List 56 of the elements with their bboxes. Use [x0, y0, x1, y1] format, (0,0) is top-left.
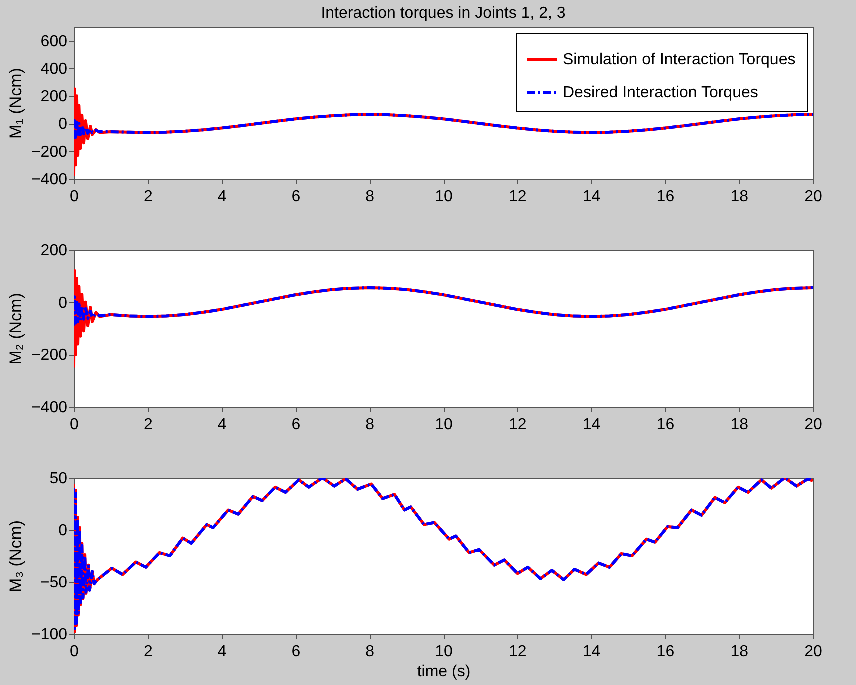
- y-tick-label: −200: [31, 144, 68, 161]
- x-tick-label: 18: [730, 188, 749, 206]
- x-tick-label: 2: [144, 416, 153, 434]
- x-tick-label: 14: [582, 188, 601, 206]
- y-tick-label: 400: [40, 60, 68, 78]
- x-tick-label: 10: [435, 416, 453, 434]
- x-tick-label: 8: [366, 644, 375, 660]
- chart-title: Interaction torques in Joints 1, 2, 3: [321, 5, 566, 22]
- y-tick-label: −50: [40, 574, 68, 592]
- x-tick-label: 10: [435, 188, 453, 206]
- y-tick-label: 200: [40, 88, 68, 106]
- x-tick-label: 12: [509, 644, 527, 660]
- legend-label: Desired Interaction Torques: [563, 84, 758, 102]
- x-tick-label: 6: [292, 416, 301, 434]
- x-tick-label: 0: [70, 416, 80, 434]
- line-series: [74, 286, 813, 328]
- x-tick-label: 14: [582, 416, 601, 434]
- y-tick-label: −100: [31, 626, 68, 644]
- y-tick-label: 0: [58, 294, 68, 312]
- y-tick-label: 0: [58, 522, 68, 540]
- x-tick-label: 6: [292, 644, 301, 660]
- y-tick-label: 0: [58, 116, 68, 134]
- y-axis-title: M₂ (Ncm): [6, 293, 26, 365]
- x-tick-label: 16: [656, 416, 675, 434]
- x-tick-label: 8: [366, 416, 375, 434]
- x-tick-label: 20: [804, 644, 822, 660]
- y-tick-label: −400: [31, 400, 68, 416]
- x-tick-label: 20: [804, 188, 822, 206]
- x-tick-label: 18: [730, 644, 749, 660]
- x-tick-label: 10: [435, 644, 453, 660]
- x-tick-label: 0: [70, 644, 80, 660]
- y-axis-title: M₁ (Ncm): [6, 68, 26, 139]
- y-tick-label: −400: [31, 172, 68, 188]
- x-tick-label: 18: [730, 416, 749, 434]
- x-tick-label: 8: [366, 188, 375, 206]
- legend-label: Simulation of Interaction Torques: [563, 52, 796, 68]
- x-tick-label: 12: [509, 416, 527, 434]
- x-tick-label: 6: [292, 188, 301, 206]
- x-tick-label: 2: [144, 644, 153, 660]
- y-tick-label: 50: [50, 470, 68, 488]
- x-tick-label: 4: [218, 188, 227, 206]
- y-tick-label: 600: [40, 33, 68, 50]
- x-tick-label: 0: [70, 188, 80, 206]
- y-tick-label: 200: [40, 242, 68, 260]
- x-tick-label: 16: [656, 188, 675, 206]
- y-axis-title: M₃ (Ncm): [6, 520, 26, 593]
- x-tick-label: 16: [656, 644, 675, 660]
- x-tick-label: 4: [218, 644, 227, 660]
- x-tick-label: 2: [144, 188, 153, 206]
- x-tick-label: 14: [582, 644, 601, 660]
- y-tick-label: −200: [31, 347, 68, 364]
- x-tick-label: 12: [509, 188, 527, 206]
- x-tick-label: 20: [804, 416, 822, 434]
- x-tick-label: 4: [218, 416, 227, 434]
- line-series: [74, 113, 813, 140]
- x-axis-title: time (s): [417, 664, 471, 680]
